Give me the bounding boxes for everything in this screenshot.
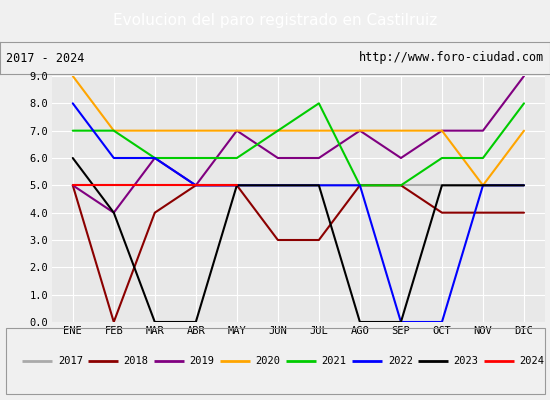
Text: 2023: 2023 [454,356,478,366]
Text: 2018: 2018 [124,356,148,366]
Text: 2019: 2019 [190,356,214,366]
Text: 2022: 2022 [388,356,412,366]
Text: 2020: 2020 [256,356,280,366]
Text: Evolucion del paro registrado en Castilruiz: Evolucion del paro registrado en Castilr… [113,14,437,28]
Text: 2017 - 2024: 2017 - 2024 [6,52,84,64]
Text: 2017: 2017 [58,356,82,366]
Text: 2024: 2024 [520,356,544,366]
Text: 2021: 2021 [322,356,346,366]
Text: http://www.foro-ciudad.com: http://www.foro-ciudad.com [359,52,544,64]
